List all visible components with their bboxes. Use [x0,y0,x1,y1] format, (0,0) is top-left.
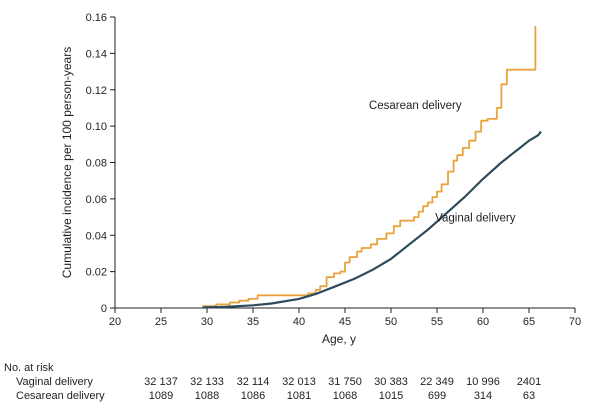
risk-value: 1086 [241,390,265,402]
series-line-1 [202,130,542,309]
x-tick-label: 40 [293,316,305,328]
x-tick-label: 30 [201,316,213,328]
risk-table-title: No. at risk [4,362,54,374]
series-layer [202,26,542,309]
risk-value: 1081 [287,390,311,402]
y-tick-label: 0.08 [86,158,107,170]
risk-value: 32 137 [144,376,178,388]
risk-row-label-vaginal: Vaginal delivery [16,376,93,388]
x-tick-label: 25 [155,316,167,328]
x-tick-label: 20 [109,316,121,328]
risk-value: 32 114 [237,376,270,388]
x-axis-title: Age, y [322,332,356,346]
y-tick-label: 0.12 [86,85,107,97]
series-line-0 [202,26,537,308]
y-tick-label: 0.04 [86,230,107,242]
risk-row-label-cesarean: Cesarean delivery [16,390,105,402]
x-tick-label: 60 [477,316,489,328]
x-tick-label: 55 [431,316,443,328]
risk-value: 314 [474,390,492,402]
axes: 0 0.02 0.04 0.06 0.08 0.10 0.12 0.14 0.16 20 25 30 3… [86,12,582,328]
y-tick-label: 0.02 [86,267,107,279]
cesarean-delivery-label: Cesarean delivery [369,100,462,112]
risk-value: 10 996 [466,376,500,388]
risk-value: 63 [523,390,535,402]
risk-value: 2401 [517,376,541,388]
x-tick-label: 45 [339,316,351,328]
y-axis-title: Cumulative incidence per 100 person-year… [60,47,74,278]
vaginal-delivery-label: Vaginal delivery [435,213,516,225]
y-tick-label: 0.16 [86,12,107,24]
x-tick-label: 50 [385,316,397,328]
risk-value: 31 750 [328,376,362,388]
risk-value: 699 [428,390,446,402]
y-tick-label: 0 [101,303,107,315]
x-tick-label: 65 [523,316,535,328]
y-tick-label: 0.06 [86,194,107,206]
risk-value: 1015 [379,390,403,402]
risk-value: 1068 [333,390,357,402]
risk-value: 30 383 [374,376,408,388]
risk-table: No. at risk Vaginal delivery Cesarean de… [4,362,541,402]
y-tick-label: 0.10 [86,121,107,133]
risk-value: 32 133 [190,376,224,388]
x-tick-label: 35 [247,316,259,328]
risk-value: 1089 [149,390,173,402]
risk-value: 32 013 [282,376,316,388]
risk-value: 1088 [195,390,219,402]
x-tick-label: 70 [569,316,581,328]
y-tick-label: 0.14 [86,48,107,60]
risk-value: 22 349 [420,376,454,388]
